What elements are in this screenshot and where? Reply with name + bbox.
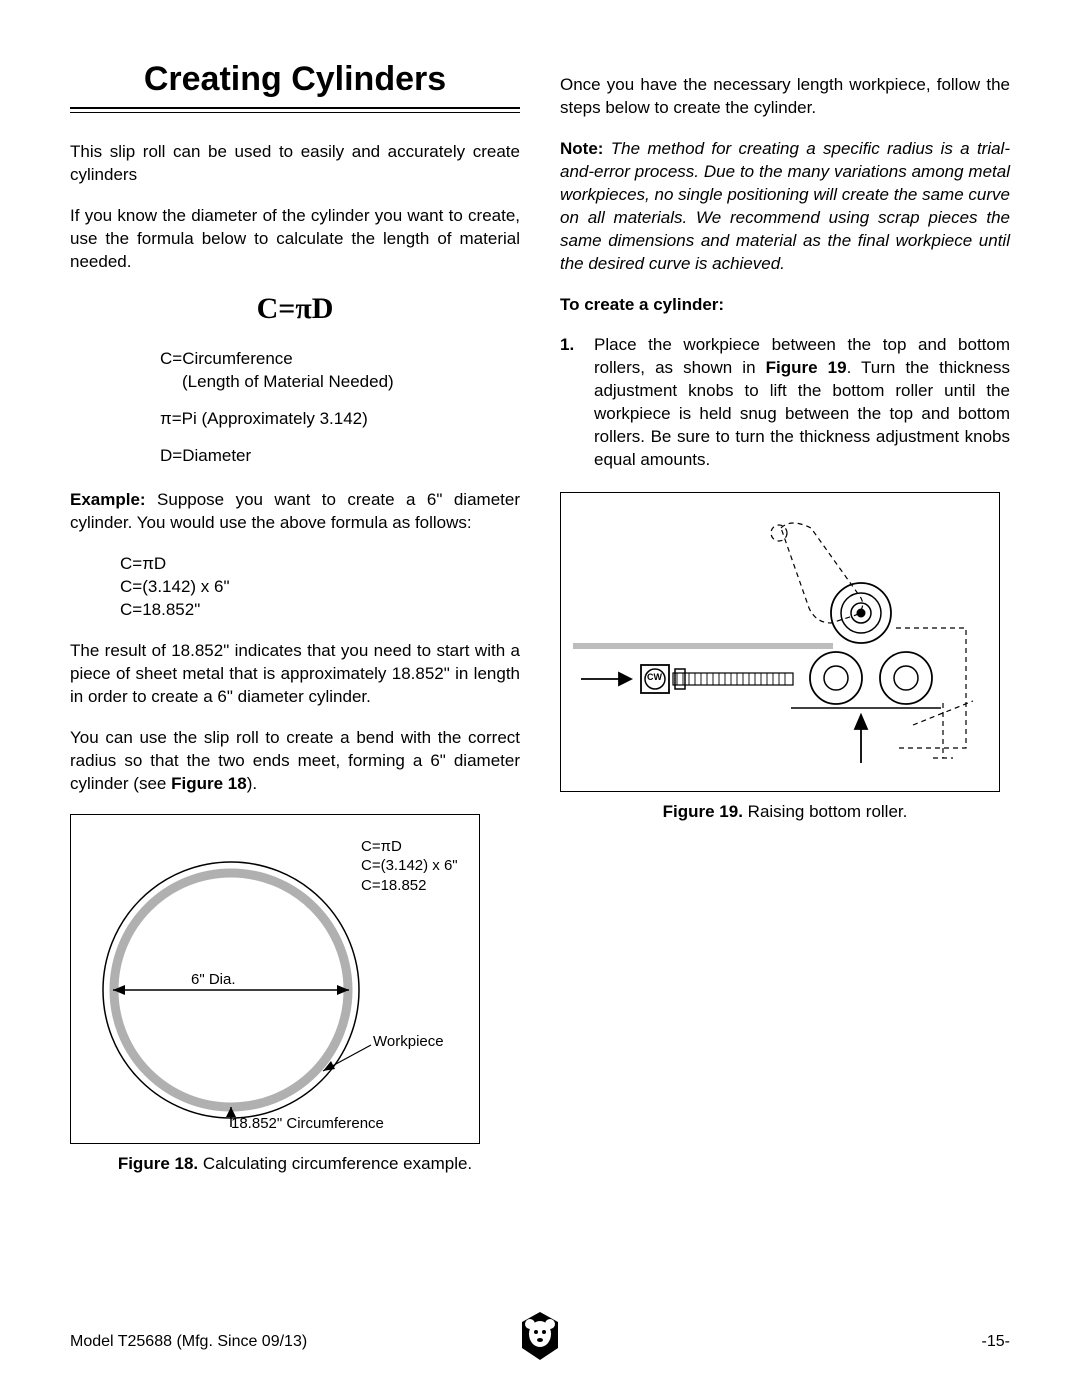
fig19-cw-label: CW	[647, 672, 662, 682]
step-1-body: Place the workpiece between the top and …	[594, 334, 1010, 472]
bend-para: You can use the slip roll to create a be…	[70, 727, 520, 796]
right-intro: Once you have the necessary length workp…	[560, 74, 1010, 120]
fig18-caption-text: Calculating circumference example.	[198, 1154, 472, 1173]
example-para: Example: Suppose you want to create a 6"…	[70, 489, 520, 535]
figure-19-caption: Figure 19. Raising bottom roller.	[560, 802, 1010, 822]
to-create-heading: To create a cylinder:	[560, 294, 1010, 317]
definitions: C=Circumference (Length of Material Need…	[160, 348, 520, 468]
bend-text: You can use the slip roll to create a be…	[70, 728, 520, 793]
fig18-equations: C=πD C=(3.142) x 6" C=18.852	[361, 837, 458, 896]
figure-19: CW	[560, 492, 1000, 792]
bend-fig-ref: Figure 18	[171, 774, 247, 793]
fig19-caption-bold: Figure 19.	[663, 802, 743, 821]
footer-page-number: -15-	[982, 1333, 1010, 1351]
step-1-number: 1.	[560, 334, 594, 472]
right-column: Once you have the necessary length workp…	[560, 60, 1010, 1174]
step-1: 1. Place the workpiece between the top a…	[560, 334, 1010, 472]
formula-main: C=πD	[70, 292, 520, 326]
title-rule-thick	[70, 107, 520, 109]
eq-line-3: C=18.852"	[120, 599, 520, 622]
brand-logo-icon	[518, 1310, 562, 1367]
fig18-caption-bold: Figure 18.	[118, 1154, 198, 1173]
eq-line-1: C=πD	[120, 553, 520, 576]
step-1-fig-ref: Figure 19	[766, 358, 847, 377]
figure-18: C=πD C=(3.142) x 6" C=18.852 6" Dia. Wor…	[70, 814, 480, 1144]
fig19-caption-text: Raising bottom roller.	[743, 802, 907, 821]
figure-19-svg	[561, 493, 999, 791]
def-diameter: D=Diameter	[160, 445, 520, 468]
result-para: The result of 18.852" indicates that you…	[70, 640, 520, 709]
fig18-dia-label: 6" Dia.	[191, 971, 236, 988]
example-label: Example:	[70, 490, 146, 509]
def-pi: π=Pi (Approximately 3.142)	[160, 408, 520, 431]
fig18-workpiece-label: Workpiece	[373, 1033, 444, 1050]
note-label: Note:	[560, 139, 603, 158]
fig18-eq1: C=πD	[361, 837, 458, 857]
def-circumference-sub: (Length of Material Needed)	[182, 372, 394, 391]
section-title: Creating Cylinders	[70, 60, 520, 99]
def-circumference: C=Circumference	[160, 349, 293, 368]
left-column: Creating Cylinders This slip roll can be…	[70, 60, 520, 1174]
bend-end: ).	[247, 774, 257, 793]
example-equations: C=πD C=(3.142) x 6" C=18.852"	[120, 553, 520, 622]
footer-model: Model T25688 (Mfg. Since 09/13)	[70, 1333, 307, 1351]
title-rule-thin	[70, 112, 520, 113]
note-text: The method for creating a specific radiu…	[560, 139, 1010, 273]
intro-para-1: This slip roll can be used to easily and…	[70, 141, 520, 187]
fig18-eq2: C=(3.142) x 6"	[361, 856, 458, 876]
figure-18-caption: Figure 18. Calculating circumference exa…	[70, 1154, 520, 1174]
eq-line-2: C=(3.142) x 6"	[120, 576, 520, 599]
note-para: Note: The method for creating a specific…	[560, 138, 1010, 276]
fig18-eq3: C=18.852	[361, 876, 458, 896]
intro-para-2: If you know the diameter of the cylinder…	[70, 205, 520, 274]
fig18-circ-label: 18.852" Circumference	[231, 1115, 384, 1132]
